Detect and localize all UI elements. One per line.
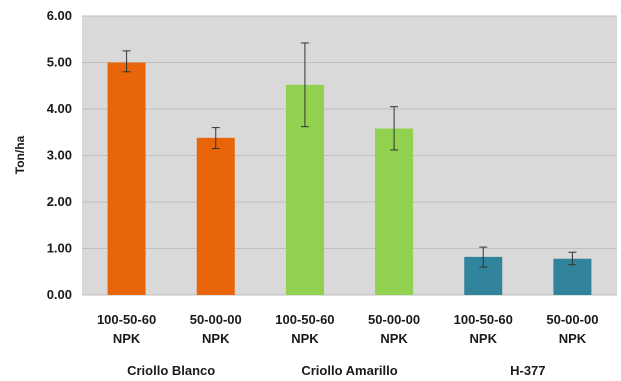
x-tick-label-line2: NPK <box>113 331 141 346</box>
x-tick-label-line2: NPK <box>291 331 319 346</box>
bars <box>107 62 592 295</box>
bar <box>375 128 414 295</box>
group-label: H-377 <box>510 363 545 378</box>
y-tick-label: 6.00 <box>47 8 72 23</box>
x-tick-label-line1: 100-50-60 <box>275 312 334 327</box>
x-tick-label-line2: NPK <box>470 331 498 346</box>
y-tick-label: 2.00 <box>47 194 72 209</box>
x-tick-label-line1: 50-00-00 <box>190 312 242 327</box>
y-axis-label: Ton/ha <box>13 135 27 174</box>
bar <box>107 62 146 295</box>
x-tick-label-line1: 50-00-00 <box>546 312 598 327</box>
x-tick-label-line1: 50-00-00 <box>368 312 420 327</box>
group-label: Criollo Amarillo <box>301 363 397 378</box>
y-tick-label: 5.00 <box>47 55 72 70</box>
gridlines <box>82 15 617 296</box>
x-tick-label-line1: 100-50-60 <box>97 312 156 327</box>
error-bars <box>122 42 577 268</box>
x-tick-label-line2: NPK <box>380 331 408 346</box>
group-labels: Criollo Blanco Criollo Amarillo H-377 <box>127 363 545 378</box>
x-tick-label-line1: 100-50-60 <box>454 312 513 327</box>
y-tick-label: 1.00 <box>47 241 72 256</box>
y-tick-label: 0.00 <box>47 287 72 302</box>
y-tick-labels: 0.00 1.00 2.00 3.00 4.00 5.00 6.00 <box>47 8 72 302</box>
bar <box>196 137 235 295</box>
x-tick-labels: 100-50-60 NPK 50-00-00 NPK 100-50-60 NPK 50-00… <box>97 312 598 346</box>
x-tick-label-line2: NPK <box>559 331 587 346</box>
y-tick-label: 3.00 <box>47 148 72 163</box>
y-tick-label: 4.00 <box>47 101 72 116</box>
group-label: Criollo Blanco <box>127 363 215 378</box>
x-tick-label-line2: NPK <box>202 331 230 346</box>
